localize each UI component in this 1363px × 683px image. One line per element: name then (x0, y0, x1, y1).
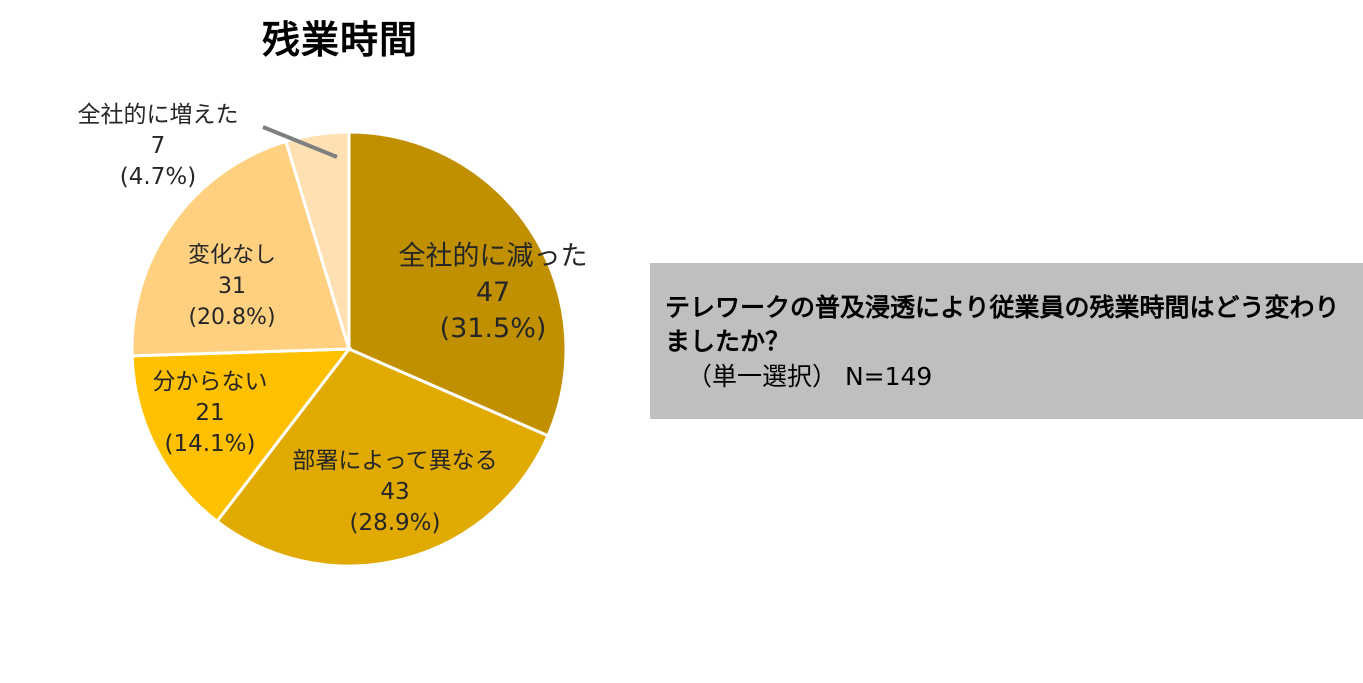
pie-labels: 全社的に減った 47 (31.5%) 部署によって異なる 43 (28.9%) 分からない 2… (78, 102, 588, 536)
pie-label-name-1: 部署によって異なる (292, 448, 497, 474)
pie-label-name-2: 分からない (153, 369, 268, 395)
pie-label-name-0: 全社的に減った (399, 241, 588, 272)
pie-slice-3 (130, 139, 352, 358)
pie-label-value-1: 43 (380, 479, 409, 505)
pie-label-value-0: 47 (476, 277, 510, 308)
pie-label-percent-2: (14.1%) (164, 431, 255, 457)
pie-slice-4 (283, 130, 351, 350)
pie-label-percent-4: (4.7%) (120, 164, 196, 190)
pie-label-value-3: 31 (218, 274, 246, 299)
pie-label-percent-0: (31.5%) (440, 313, 547, 344)
pie-slice-2 (130, 347, 353, 524)
question-text: テレワークの普及浸透により従業員の残業時間はどう変わりましたか？ (665, 293, 1340, 356)
pie-label-value-4: 7 (151, 133, 166, 159)
pie-label-name-3: 変化なし (188, 243, 276, 268)
question-sub: （単一選択） N=149 (687, 362, 933, 391)
pie-slices (130, 130, 568, 568)
leader-line (262, 125, 338, 159)
pie-label-percent-3: (20.8%) (188, 305, 275, 330)
pie-label-value-2: 21 (195, 400, 224, 426)
pie-chart: 全社的に減った 47 (31.5%) 部署によって異なる 43 (28.9%) 分からない 2… (78, 102, 588, 568)
question-box: テレワークの普及浸透により従業員の残業時間はどう変わりましたか？ （単一選択） … (650, 263, 1363, 419)
chart-title: 残業時間 (262, 18, 419, 62)
pie-slice-0 (347, 130, 568, 438)
pie-label-percent-1: (28.9%) (349, 510, 440, 536)
pie-label-name-4: 全社的に増えた (78, 102, 239, 128)
pie-slice-1 (214, 347, 550, 568)
